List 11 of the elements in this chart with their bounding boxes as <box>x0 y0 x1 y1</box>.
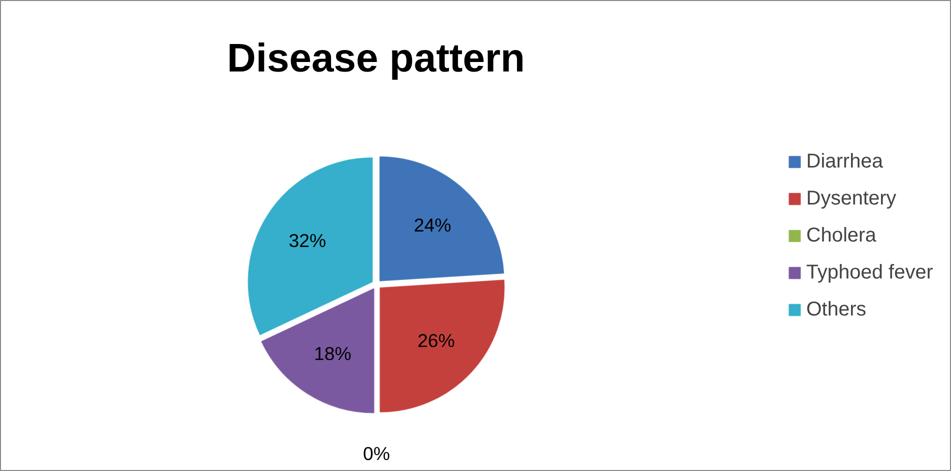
text: 0% <box>363 443 390 464</box>
data-label: 26% <box>418 330 455 352</box>
data-label: 18% <box>314 343 352 364</box>
legend-label: Dysentery <box>806 187 896 210</box>
legend-label: Others <box>806 298 866 321</box>
legend-label: Diarrhea <box>806 150 883 173</box>
legend-label: Typhoed fever <box>806 261 933 284</box>
legend-label: Cholera <box>806 224 876 247</box>
chart-title: Disease pattern <box>227 36 525 80</box>
data-label: 32% <box>288 230 326 252</box>
data-label: 24% <box>414 214 452 236</box>
